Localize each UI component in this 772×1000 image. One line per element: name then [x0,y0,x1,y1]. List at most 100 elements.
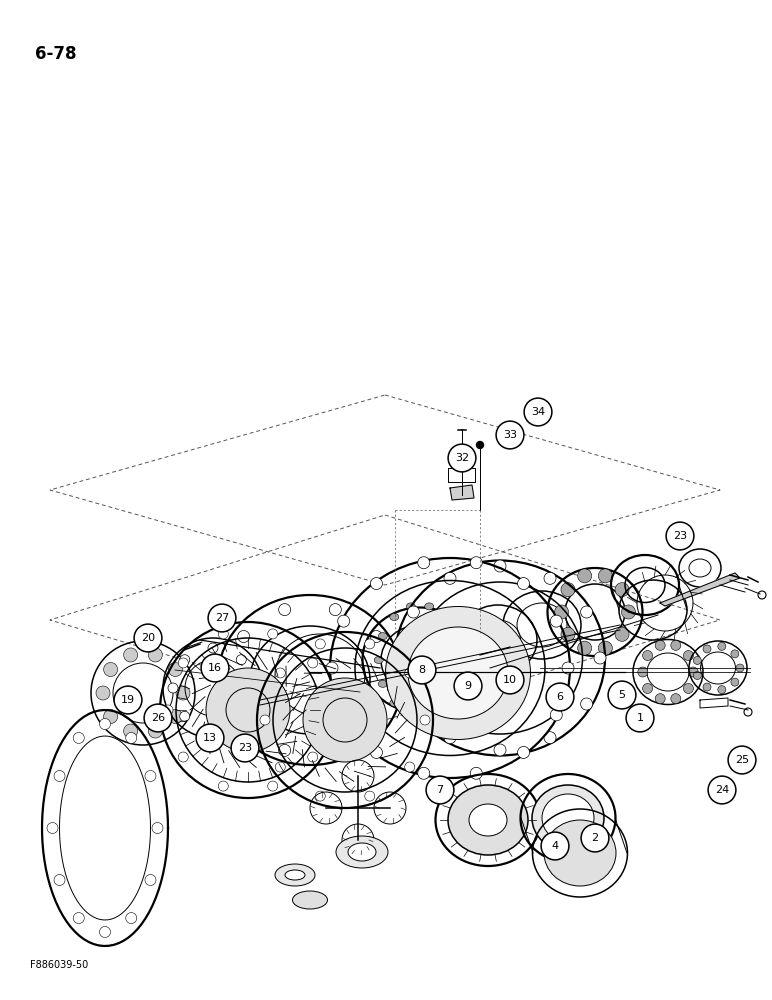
Circle shape [394,652,406,664]
Text: 33: 33 [503,430,517,440]
Circle shape [598,641,612,655]
Circle shape [470,557,482,569]
Circle shape [326,662,338,674]
Circle shape [337,615,350,627]
Circle shape [426,776,454,804]
Circle shape [444,732,456,744]
Ellipse shape [425,710,434,717]
Text: 8: 8 [418,665,425,675]
Circle shape [145,770,156,782]
Ellipse shape [469,804,507,836]
Circle shape [554,605,568,619]
Circle shape [688,667,698,677]
Circle shape [315,791,325,801]
Circle shape [577,641,591,655]
Circle shape [615,627,629,641]
Circle shape [103,710,117,724]
Circle shape [655,640,665,650]
Circle shape [517,578,530,590]
Text: 16: 16 [208,663,222,673]
Polygon shape [660,573,740,606]
Ellipse shape [378,680,388,687]
Ellipse shape [390,700,399,707]
Polygon shape [450,485,474,500]
Circle shape [54,770,65,782]
Circle shape [73,732,84,743]
Text: 19: 19 [121,695,135,705]
Ellipse shape [336,836,388,868]
Circle shape [73,913,84,924]
Circle shape [303,678,387,762]
Circle shape [308,752,318,762]
Ellipse shape [425,603,434,610]
Circle shape [206,668,290,752]
Text: 4: 4 [551,841,559,851]
Text: 10: 10 [503,675,517,685]
Circle shape [718,686,726,694]
Ellipse shape [532,785,604,851]
Circle shape [201,654,229,682]
Ellipse shape [457,656,466,664]
Ellipse shape [452,680,462,687]
Circle shape [408,606,419,618]
Circle shape [152,822,163,834]
Circle shape [180,655,190,665]
Circle shape [544,572,556,584]
Circle shape [100,926,110,938]
Ellipse shape [448,785,528,855]
Text: 20: 20 [141,633,155,643]
Circle shape [703,683,711,691]
Circle shape [114,686,142,714]
Circle shape [561,627,575,641]
Circle shape [371,578,382,590]
Text: 25: 25 [735,755,749,765]
Circle shape [642,683,652,693]
Circle shape [337,709,350,721]
Circle shape [408,656,436,684]
Text: 26: 26 [151,713,165,723]
Ellipse shape [442,613,450,620]
Circle shape [708,776,736,804]
Ellipse shape [348,843,376,861]
Circle shape [736,664,744,672]
Circle shape [196,724,224,752]
Circle shape [96,686,110,700]
Circle shape [279,604,291,616]
Circle shape [236,655,246,665]
Circle shape [178,752,188,762]
Circle shape [148,648,162,662]
Circle shape [134,624,162,652]
Circle shape [323,705,333,715]
Text: 27: 27 [215,613,229,623]
Ellipse shape [285,870,305,880]
Circle shape [638,667,648,677]
Circle shape [683,683,693,693]
Ellipse shape [406,603,415,610]
Circle shape [666,522,694,550]
Text: 2: 2 [591,833,598,843]
Circle shape [494,744,506,756]
Circle shape [454,672,482,700]
Circle shape [176,686,190,700]
Circle shape [420,715,430,725]
Text: 5: 5 [618,690,625,700]
Circle shape [550,709,562,721]
Circle shape [621,605,635,619]
Circle shape [236,711,246,721]
Ellipse shape [542,794,594,842]
Circle shape [268,629,278,639]
Circle shape [386,674,398,686]
Circle shape [208,723,218,733]
Circle shape [208,643,218,653]
Circle shape [444,572,456,584]
Circle shape [276,668,286,678]
Circle shape [330,744,341,756]
Circle shape [100,718,110,730]
Circle shape [308,658,318,668]
Circle shape [728,746,756,774]
Ellipse shape [293,891,327,909]
Text: 23: 23 [238,743,252,753]
Circle shape [126,732,137,743]
Circle shape [718,642,726,650]
Circle shape [494,560,506,572]
